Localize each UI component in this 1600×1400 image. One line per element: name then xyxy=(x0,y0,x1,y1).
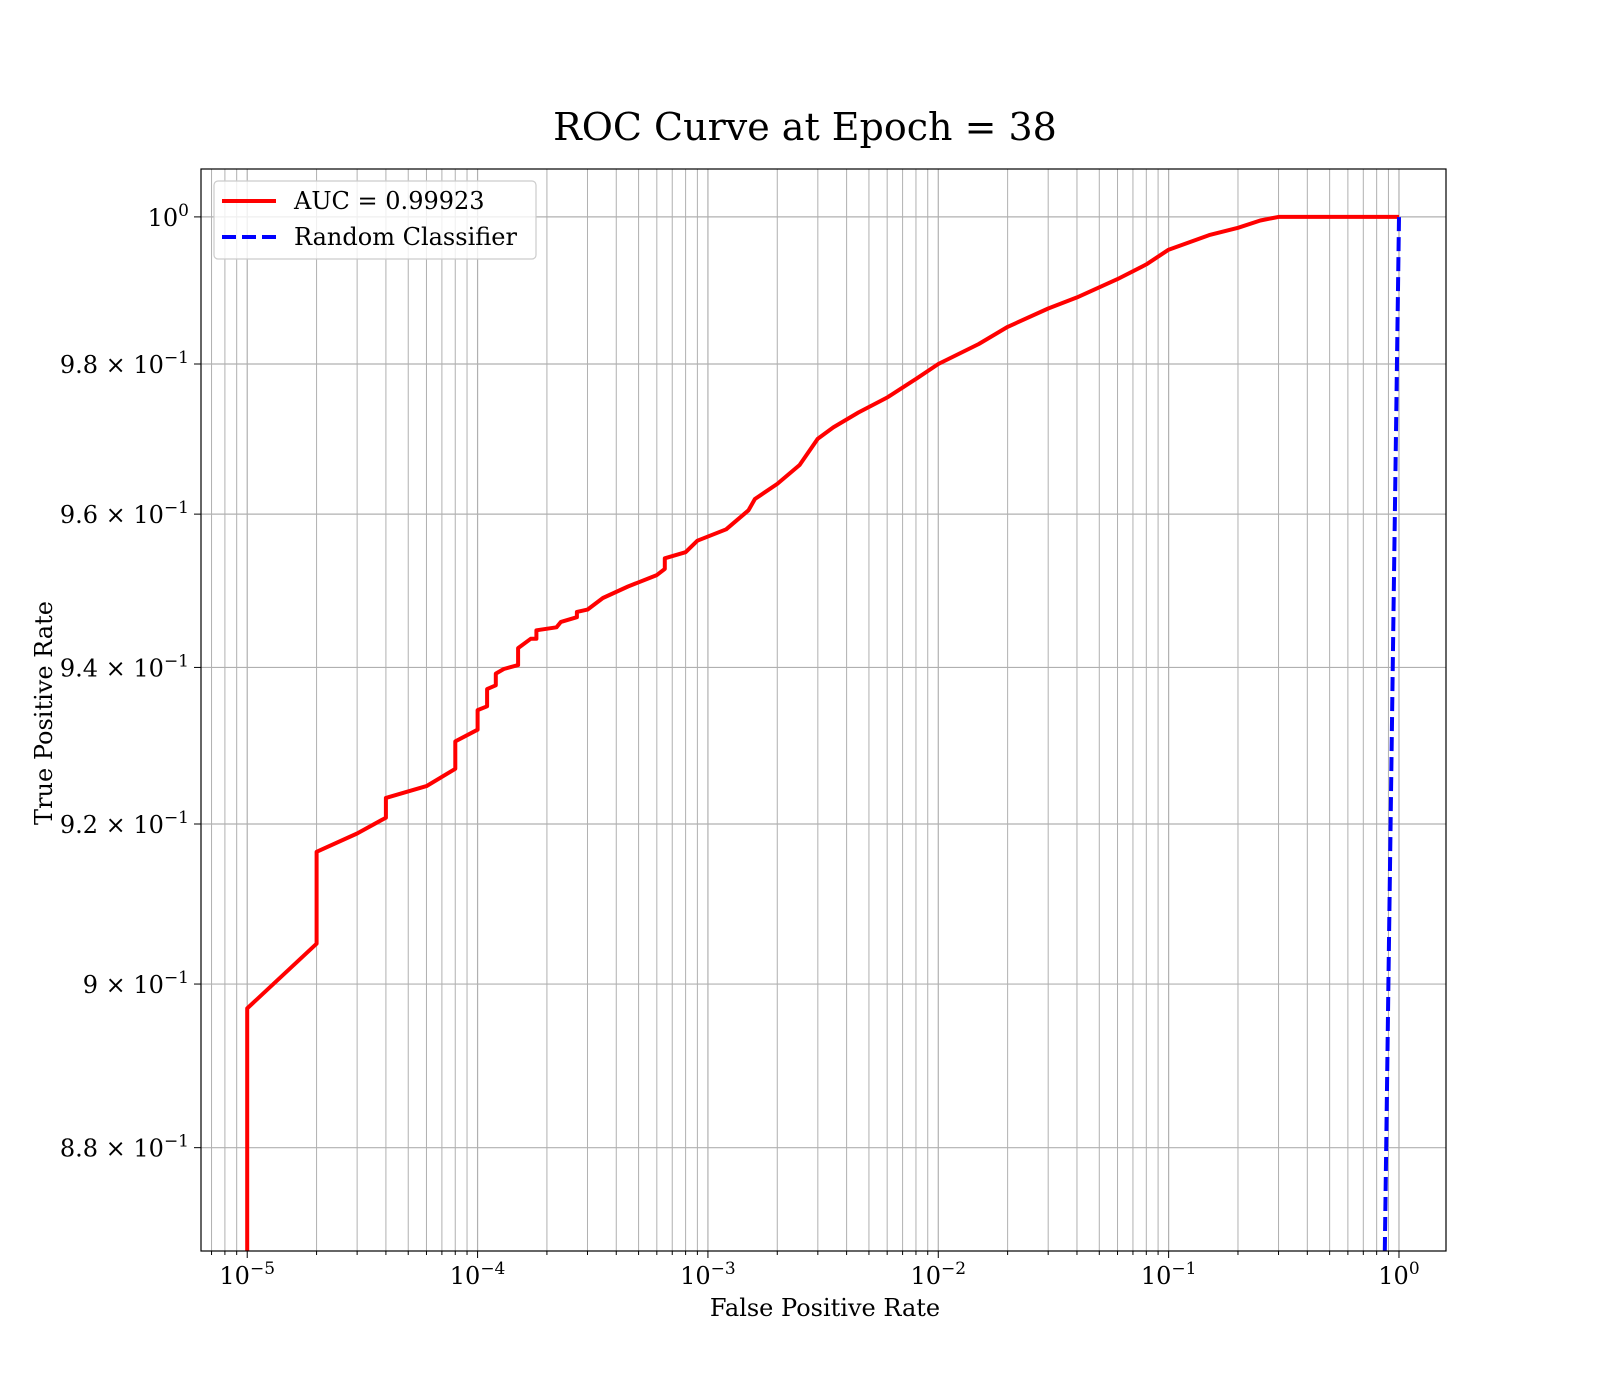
y-tick-label: 8.8 × 10−1 xyxy=(60,1132,189,1163)
x-tick-label: 10−3 xyxy=(680,1259,736,1290)
x-tick-label: 10−1 xyxy=(1141,1259,1197,1290)
y-tick-label: 9.6 × 10−1 xyxy=(60,498,189,529)
x-tick-label: 10−2 xyxy=(910,1259,966,1290)
roc-curve-line xyxy=(245,214,1399,1251)
x-axis-label: False Positive Rate xyxy=(710,1294,940,1322)
series-lines xyxy=(245,214,1401,1252)
legend: AUC = 0.99923 Random Classifier xyxy=(213,180,537,260)
legend-label-random: Random Classifier xyxy=(294,223,517,251)
y-axis-label: True Positive Rate xyxy=(30,601,58,825)
y-tick-label: 9.8 × 10−1 xyxy=(60,348,189,379)
x-tick-label: 10−5 xyxy=(219,1259,275,1290)
chart-title: ROC Curve at Epoch = 38 xyxy=(553,105,1057,149)
x-tick-label: 100 xyxy=(1378,1259,1419,1290)
grid-lines xyxy=(201,169,1446,1251)
legend-box xyxy=(213,180,537,260)
plot-frame xyxy=(200,168,1447,1252)
y-tick-label: 9 × 10−1 xyxy=(83,968,189,999)
random-classifier-line xyxy=(1382,216,1401,1252)
y-tick-label: 9.4 × 10−1 xyxy=(60,651,189,682)
x-tick-label: 10−4 xyxy=(450,1259,506,1290)
legend-label-auc: AUC = 0.99923 xyxy=(293,187,485,215)
y-tick-label: 100 xyxy=(148,201,189,232)
tick-labels: 10−5 10−4 10−3 10−2 10−1 100 100 9.8 × 10−1 9.6 … xyxy=(60,201,1420,1290)
y-tick-label: 9.2 × 10−1 xyxy=(60,808,189,839)
axis-ticks xyxy=(194,216,1400,1258)
